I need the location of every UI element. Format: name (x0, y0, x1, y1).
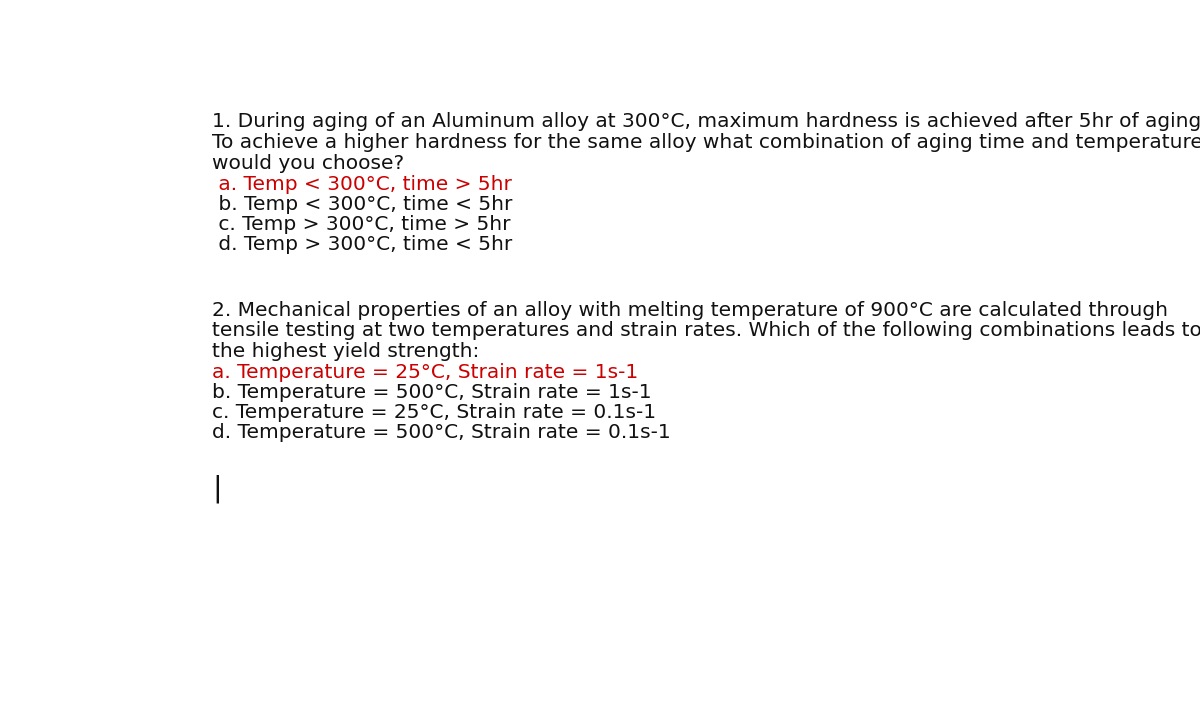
Text: c. Temp > 300°C, time > 5hr: c. Temp > 300°C, time > 5hr (212, 215, 510, 234)
Text: the highest yield strength:: the highest yield strength: (212, 342, 479, 361)
Text: c. Temperature = 25°C, Strain rate = 0.1s-1: c. Temperature = 25°C, Strain rate = 0.1… (212, 403, 656, 422)
Text: would you choose?: would you choose? (212, 154, 404, 173)
Text: tensile testing at two temperatures and strain rates. Which of the following com: tensile testing at two temperatures and … (212, 321, 1200, 340)
Text: d. Temperature = 500°C, Strain rate = 0.1s-1: d. Temperature = 500°C, Strain rate = 0.… (212, 423, 671, 442)
Text: d. Temp > 300°C, time < 5hr: d. Temp > 300°C, time < 5hr (212, 235, 512, 253)
Text: To achieve a higher hardness for the same alloy what combination of aging time a: To achieve a higher hardness for the sam… (212, 133, 1200, 152)
Text: b. Temp < 300°C, time < 5hr: b. Temp < 300°C, time < 5hr (212, 195, 512, 214)
Text: a. Temperature = 25°C, Strain rate = 1s-1: a. Temperature = 25°C, Strain rate = 1s-… (212, 363, 638, 382)
Text: 1. During aging of an Aluminum alloy at 300°C, maximum hardness is achieved afte: 1. During aging of an Aluminum alloy at … (212, 112, 1200, 132)
Text: |: | (212, 474, 222, 503)
Text: a. Temp < 300°C, time > 5hr: a. Temp < 300°C, time > 5hr (212, 174, 512, 194)
Text: 2. Mechanical properties of an alloy with melting temperature of 900°C are calcu: 2. Mechanical properties of an alloy wit… (212, 300, 1168, 320)
Text: b. Temperature = 500°C, Strain rate = 1s-1: b. Temperature = 500°C, Strain rate = 1s… (212, 383, 652, 402)
